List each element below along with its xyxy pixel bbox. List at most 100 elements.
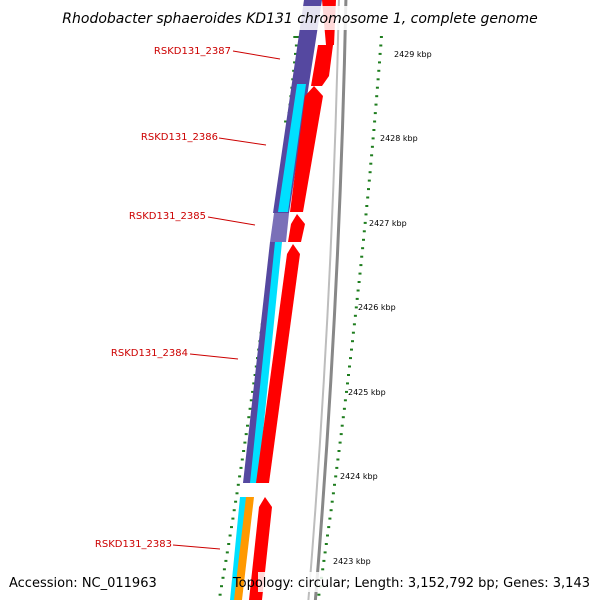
ruler-tick — [355, 297, 359, 300]
orange-feature-1 — [234, 497, 254, 600]
ruler-tick — [293, 36, 302, 38]
gene-label: RSKD131_2386 — [141, 132, 218, 143]
kbp-label: 2425 kbp — [348, 388, 386, 397]
gene-leader-line — [232, 50, 281, 60]
accession-text: Accession: NC_011963 — [9, 576, 157, 591]
ruler-tick — [231, 517, 235, 520]
ruler-tick — [362, 238, 365, 241]
ruler-tick — [248, 407, 252, 410]
cds-feature-2385 — [288, 214, 305, 242]
ruler-tick — [339, 433, 343, 436]
gene-label: RSKD131_2387 — [154, 46, 231, 57]
ruler-tick — [220, 585, 223, 588]
ruler-tick — [369, 162, 373, 165]
ruler-tick — [375, 86, 379, 89]
ruler-tick — [327, 526, 331, 529]
footer-left-background — [4, 572, 152, 592]
ruler-tick — [351, 340, 354, 343]
ruler-tick — [353, 314, 357, 317]
ruler-tick — [321, 568, 325, 571]
gene-labels: RSKD131_2387 RSKD131_2386 RSKD131_2385 R… — [95, 46, 281, 550]
gene-leader-line — [207, 216, 256, 226]
cyan-feature-2 — [250, 242, 282, 483]
ruler-tick — [358, 272, 362, 275]
gene-leader-line — [189, 353, 239, 360]
ruler-tick — [224, 559, 228, 562]
ruler-tick — [236, 483, 240, 486]
title-background — [60, 6, 540, 30]
ruler-tick — [360, 255, 364, 258]
ruler-tick — [338, 441, 342, 444]
ruler-tick — [329, 509, 333, 512]
ruler-tick — [374, 103, 378, 106]
ruler-tick — [345, 390, 348, 393]
ruler-tick — [234, 500, 238, 503]
ruler-tick — [372, 129, 376, 131]
cyan-feature-1 — [278, 84, 306, 212]
ruler-tick — [343, 399, 347, 402]
ruler-tick — [238, 475, 242, 478]
ruler-tick — [330, 500, 334, 503]
ruler-tick — [366, 196, 370, 199]
ruler-tick — [235, 492, 239, 495]
cds-feature-2386 — [290, 86, 323, 212]
ruler-tick — [228, 534, 232, 537]
ruler-tick — [365, 205, 369, 207]
ruler-tick — [323, 551, 327, 554]
feature-tracks — [230, 0, 348, 600]
cds-feature-2383 — [249, 497, 272, 600]
ruler-tick — [362, 230, 366, 233]
ruler-tick — [337, 450, 341, 452]
ruler-tick — [244, 433, 248, 436]
ruler-tick — [331, 492, 335, 495]
ruler-tick — [249, 399, 253, 402]
ruler-tick — [377, 69, 381, 72]
footer-right-background — [258, 572, 596, 592]
ruler-tick — [373, 112, 377, 115]
ruler-tick — [294, 52, 297, 55]
ruler-tick — [218, 593, 222, 596]
cds-feature-2384 — [256, 244, 300, 483]
ruler-tick — [336, 458, 340, 461]
ruler-tick — [364, 213, 368, 216]
ruler-tick — [370, 154, 374, 157]
ruler-tick — [221, 576, 225, 579]
ruler-tick — [317, 593, 321, 596]
ruler-tick — [376, 78, 380, 81]
ruler-tick — [294, 44, 298, 47]
ruler-tick — [370, 145, 374, 148]
ruler-tick — [333, 483, 336, 486]
ruler-tick — [379, 44, 383, 47]
ruler-tick — [378, 52, 382, 55]
ruler-tick — [240, 458, 244, 461]
ruler-tick — [356, 289, 360, 292]
ruler-tick — [342, 407, 346, 410]
ruler-tick — [379, 36, 383, 38]
ruler-tick — [293, 61, 297, 64]
ruler-tick — [367, 179, 371, 182]
ruler-tick — [348, 365, 351, 368]
ruler-tick — [352, 323, 356, 326]
gene-leader-line — [218, 137, 267, 146]
ruler-tick — [322, 559, 326, 562]
ruler-tick — [242, 450, 246, 452]
map-title: Rhodobacter sphaeroides KD131 chromosome… — [62, 11, 537, 27]
purple-feature-2 — [270, 213, 289, 242]
ruler-tick — [378, 61, 381, 64]
kbp-label: 2428 kbp — [380, 134, 418, 143]
kbp-label: 2429 kbp — [394, 50, 432, 59]
ruler-tick — [328, 517, 332, 520]
kbp-label: 2427 kbp — [369, 219, 407, 228]
ruler-tick — [354, 306, 358, 309]
ruler-tick — [368, 171, 372, 174]
backbone-line-inner — [307, 0, 340, 600]
ruler-tick — [246, 424, 249, 427]
ruler-labels: 2429 kbp 2428 kbp 2427 kbp 2426 kbp 2425… — [333, 50, 432, 566]
ruler-tick — [222, 568, 226, 571]
ruler-tick — [251, 390, 255, 393]
ruler-tick — [230, 526, 233, 529]
ruler-tick — [359, 264, 363, 267]
ruler-tick — [227, 543, 231, 545]
